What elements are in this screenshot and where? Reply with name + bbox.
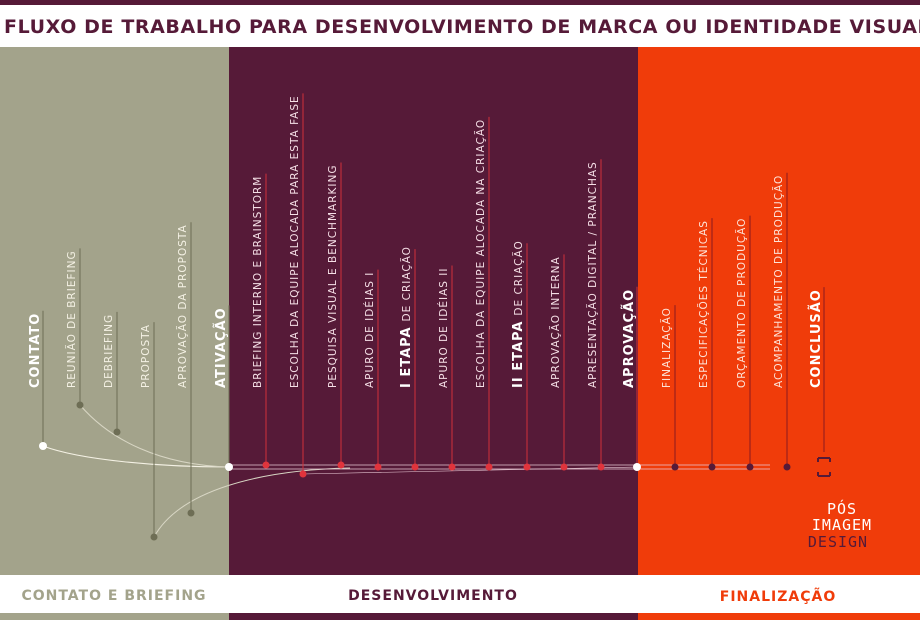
phase-bg bbox=[229, 47, 638, 575]
title: FLUXO DE TRABALHO PARA DESENVOLVIMENTO D… bbox=[4, 16, 920, 38]
step-dot bbox=[597, 463, 605, 471]
step-dot bbox=[448, 463, 456, 471]
step-label: BRIEFING INTERNO E BRAINSTORM bbox=[252, 176, 264, 388]
step-dot bbox=[187, 509, 195, 517]
step-label-strong: I ETAPA bbox=[399, 326, 414, 388]
step-dot bbox=[76, 401, 84, 409]
step-dot bbox=[671, 463, 679, 471]
step-label: FINALIZAÇÃO bbox=[660, 307, 673, 388]
step-label: ESCOLHA DA EQUIPE ALOCADA NA CRIAÇÃO bbox=[474, 119, 487, 388]
step-dot bbox=[374, 463, 382, 471]
bottom-strip bbox=[638, 613, 920, 620]
step-label-rest: DE CRIAÇÃO bbox=[512, 240, 525, 315]
bottom-strip bbox=[0, 613, 229, 620]
phase-label: FINALIZAÇÃO bbox=[720, 588, 836, 605]
step-label: CONCLUSÃO bbox=[808, 289, 824, 388]
step-label: APROVAÇÃO INTERNA bbox=[549, 256, 562, 388]
step-label: II ETAPA DE CRIAÇÃO bbox=[511, 240, 526, 388]
flow-curve bbox=[153, 467, 351, 538]
phase-bg bbox=[0, 47, 229, 575]
step-label: APURO DE IDÉIAS I bbox=[363, 272, 376, 388]
phase-bg bbox=[638, 47, 920, 575]
step-label: APROVAÇÃO bbox=[621, 289, 637, 388]
step-label: APROVAÇÃO DA PROPOSTA bbox=[176, 224, 189, 388]
step-label: ATIVAÇÃO bbox=[213, 307, 229, 388]
top-strip bbox=[0, 0, 920, 5]
step-label: PROPOSTA bbox=[140, 324, 152, 388]
step-dot bbox=[299, 470, 307, 478]
logo-line: DESIGN bbox=[808, 533, 868, 551]
bottom-strip bbox=[229, 613, 638, 620]
milestone-dot bbox=[633, 463, 641, 471]
milestone-dot bbox=[39, 442, 47, 450]
step-label: APRESENTAÇÃO DIGITAL / PRANCHAS bbox=[586, 161, 599, 388]
step-dot bbox=[523, 463, 531, 471]
step-dot bbox=[783, 463, 791, 471]
step-label: ESCOLHA DA EQUIPE ALOCADA PARA ESTA FASE bbox=[289, 95, 301, 388]
logo-line: PÓS bbox=[827, 499, 857, 518]
step-label: ACOMPANHAMENTO DE PRODUÇÃO bbox=[772, 175, 785, 388]
step-dot bbox=[746, 463, 754, 471]
step-dot bbox=[485, 463, 493, 471]
flow-curve bbox=[79, 404, 230, 468]
step-dot bbox=[113, 428, 121, 436]
step-label: ESPECIFICAÇÕES TÉCNICAS bbox=[697, 220, 710, 388]
step-label: I ETAPA DE CRIAÇÃO bbox=[399, 246, 414, 388]
flow-line bbox=[302, 466, 638, 475]
step-label-strong: II ETAPA bbox=[511, 321, 526, 388]
logo-line: IMAGEM bbox=[812, 516, 872, 534]
step-label: CONTATO bbox=[28, 313, 43, 388]
step-label: REUNIÃO DE BRIEFING bbox=[65, 250, 78, 388]
step-label: DEBRIEFING bbox=[103, 314, 115, 388]
step-dot bbox=[708, 463, 716, 471]
step-dot bbox=[560, 463, 568, 471]
step-dot bbox=[262, 461, 270, 469]
step-label: PESQUISA VISUAL E BENCHMARKING bbox=[327, 165, 339, 388]
flow-curve bbox=[42, 445, 230, 468]
steps: CONTATO REUNIÃO DE BRIEFING DEBRIEFING PROP… bbox=[28, 93, 825, 541]
step-dot bbox=[150, 533, 158, 541]
step-label-rest: DE CRIAÇÃO bbox=[400, 246, 413, 321]
bracket bbox=[817, 457, 831, 477]
phase-label: CONTATO E BRIEFING bbox=[21, 588, 206, 604]
milestone-dot bbox=[225, 463, 233, 471]
step-label: APURO DE IDÉIAS II bbox=[437, 268, 450, 388]
step-dot bbox=[411, 463, 419, 471]
phase-label: DESENVOLVIMENTO bbox=[348, 588, 518, 604]
step-dot bbox=[337, 461, 345, 469]
step-label: ORÇAMENTO DE PRODUÇÃO bbox=[735, 218, 748, 388]
